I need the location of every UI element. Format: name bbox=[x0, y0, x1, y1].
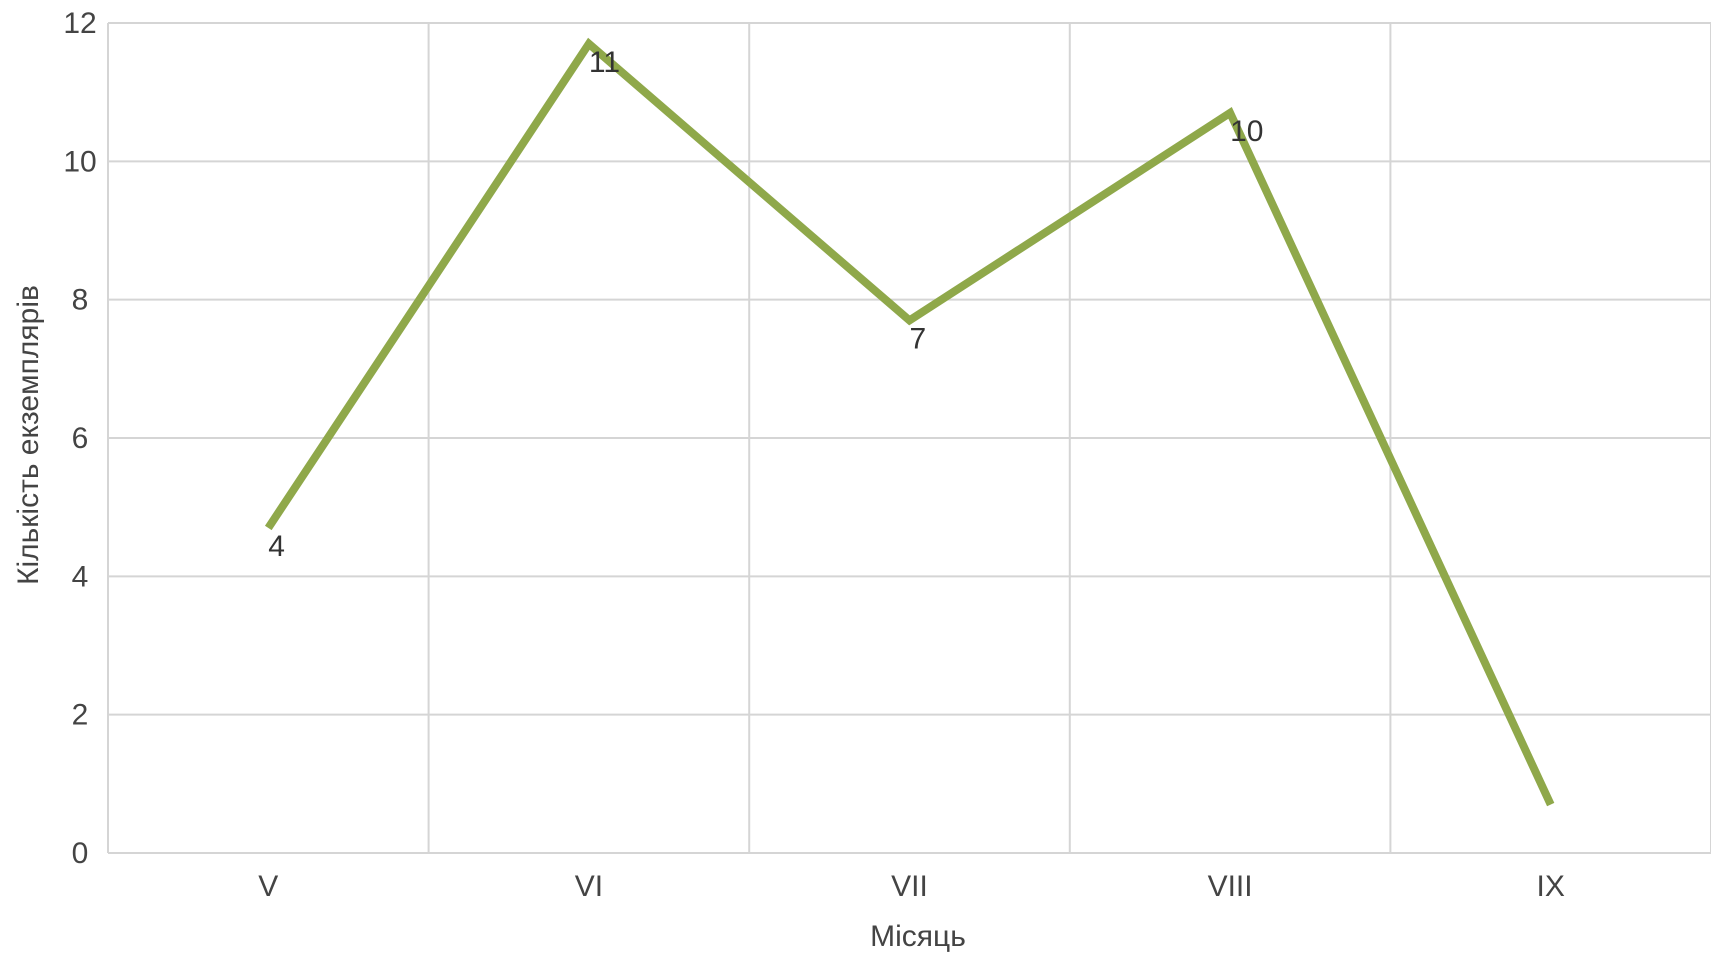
x-tick-label: VI bbox=[575, 870, 603, 903]
y-tick-label: 4 bbox=[72, 560, 89, 593]
data-label: 4 bbox=[268, 530, 285, 563]
series-line bbox=[264, 37, 1555, 807]
y-axis-ticks: 0 2 4 6 8 10 12 bbox=[63, 7, 96, 870]
y-tick-label: 10 bbox=[63, 145, 96, 178]
y-tick-label: 12 bbox=[63, 7, 96, 40]
data-labels: 4 11 7 10 bbox=[268, 46, 1263, 563]
y-tick-label: 8 bbox=[72, 284, 89, 317]
x-axis-ticks: V VI VII VIII IX bbox=[258, 870, 1565, 903]
data-label: 10 bbox=[1230, 115, 1263, 148]
y-axis-label: Кількість екземплярів bbox=[12, 285, 45, 585]
data-label: 7 bbox=[910, 322, 927, 355]
y-tick-label: 0 bbox=[72, 837, 89, 870]
x-tick-label: IX bbox=[1537, 870, 1565, 903]
series-layer bbox=[264, 37, 1555, 807]
x-tick-label: V bbox=[258, 870, 278, 903]
x-tick-label: VIII bbox=[1208, 870, 1253, 903]
data-label: 11 bbox=[589, 46, 620, 79]
y-tick-label: 6 bbox=[72, 422, 89, 455]
x-axis-label: Місяць bbox=[870, 920, 966, 953]
y-tick-label: 2 bbox=[72, 699, 89, 732]
grid bbox=[107, 22, 1711, 854]
x-tick-label: VII bbox=[891, 870, 928, 903]
